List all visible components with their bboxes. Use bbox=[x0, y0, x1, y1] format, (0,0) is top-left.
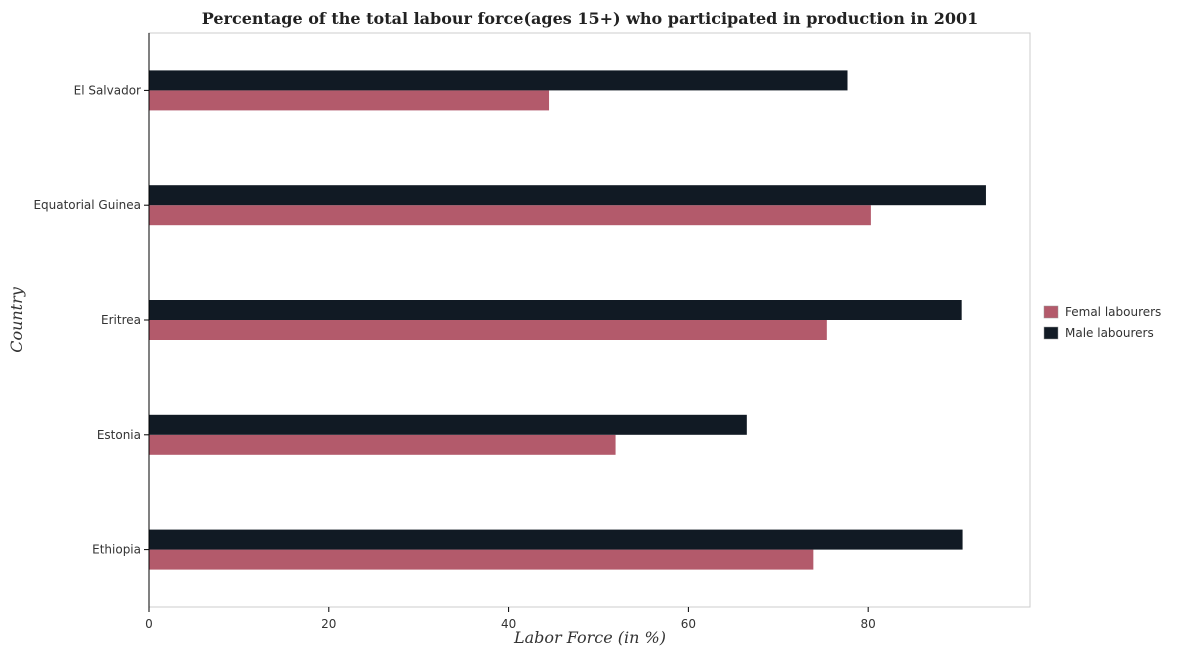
bar-female-4 bbox=[149, 549, 814, 570]
x-tick-label: 80 bbox=[861, 617, 876, 631]
legend-swatch-male bbox=[1043, 326, 1059, 340]
x-tick-label: 40 bbox=[501, 617, 516, 631]
y-tick-label: El Salvador bbox=[74, 83, 141, 97]
y-tick-label: Eritrea bbox=[101, 313, 141, 327]
bar-female-0 bbox=[149, 90, 550, 111]
x-tick-labels: 0 20 40 60 80 bbox=[145, 607, 876, 631]
bar-male-4 bbox=[149, 529, 963, 550]
bar-male-3 bbox=[149, 414, 747, 435]
legend-label-male: Male labourers bbox=[1065, 326, 1154, 340]
bar-male-2 bbox=[149, 300, 962, 320]
y-tick-label: Estonia bbox=[97, 428, 141, 442]
y-tick-label: Ethiopia bbox=[92, 543, 141, 557]
x-tick-label: 20 bbox=[321, 617, 336, 631]
x-tick-label: 60 bbox=[681, 617, 696, 631]
bar-female-2 bbox=[149, 320, 827, 340]
x-tick-label: 0 bbox=[145, 617, 153, 631]
y-axis-label: Country bbox=[7, 286, 26, 353]
legend-swatch-female bbox=[1043, 305, 1059, 319]
bar-female-1 bbox=[149, 205, 871, 226]
y-tick-label: Equatorial Guinea bbox=[33, 198, 141, 212]
x-axis-label: Labor Force (in %) bbox=[513, 628, 666, 647]
bar-male-0 bbox=[149, 70, 848, 91]
chart-title: Percentage of the total labour force(age… bbox=[202, 9, 978, 28]
y-tick-labels: El Salvador Equatorial Guinea Eritrea Eston… bbox=[33, 83, 149, 557]
legend: Femal labourers Male labourers bbox=[1043, 305, 1161, 340]
bars-group bbox=[149, 70, 986, 570]
bar-female-3 bbox=[149, 434, 616, 455]
bar-male-1 bbox=[149, 185, 986, 206]
legend-label-female: Femal labourers bbox=[1065, 305, 1161, 319]
